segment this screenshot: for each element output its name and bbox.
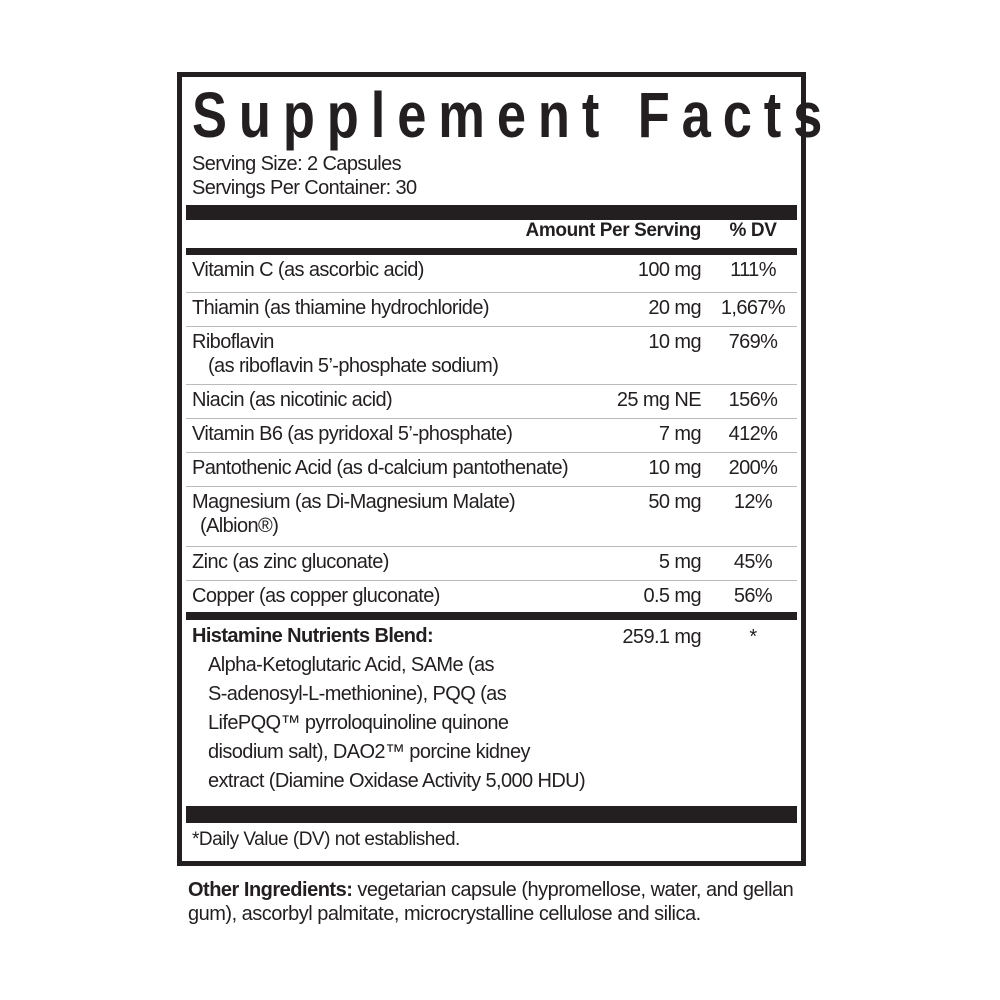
nutrient-dv: 156% — [728, 389, 778, 411]
nutrient-dv: 45% — [733, 551, 773, 573]
footnote: *Daily Value (DV) not established. — [192, 829, 460, 850]
nutrient-amount: 10 mg — [648, 331, 701, 353]
other-ingredients-label: Other Ingredients: — [188, 879, 353, 901]
supplement-facts-panel: Supplement Facts Serving Size: 2 Capsule… — [177, 72, 822, 866]
blend-ingredients: Alpha-Ketoglutaric Acid, SAMe (as S-aden… — [208, 651, 586, 796]
nutrient-name: Vitamin C (as ascorbic acid) — [192, 259, 424, 281]
nutrient-dv: 769% — [728, 331, 778, 353]
blend-name: Histamine Nutrients Blend: — [192, 625, 434, 647]
nutrient-name: Vitamin B6 (as pyridoxal 5’-phosphate) — [192, 423, 513, 445]
nutrient-row: Zinc (as zinc gluconate) 5 mg 45% — [186, 547, 797, 581]
nutrient-amount: 7 mg — [658, 423, 702, 445]
nutrient-amount: 5 mg — [658, 551, 702, 573]
nutrient-row: Riboflavin (as riboflavin 5’-phosphate so… — [186, 327, 797, 385]
nutrient-row: Vitamin C (as ascorbic acid) 100 mg 111% — [186, 255, 797, 293]
nutrient-row: Pantothenic Acid (as d-calcium pantothen… — [186, 453, 797, 487]
nutrient-name: Riboflavin — [192, 331, 274, 353]
blend-dv: * — [749, 626, 757, 648]
nutrient-amount: 50 mg — [648, 491, 701, 513]
nutrient-dv: 12% — [733, 491, 773, 513]
nutrient-dv: 111% — [730, 259, 776, 281]
blend-line: Alpha-Ketoglutaric Acid, SAMe (as — [208, 654, 495, 676]
nutrient-name: Pantothenic Acid (as d-calcium pantothen… — [192, 457, 569, 479]
other-ingredients-text: vegetarian capsule (hypromellose, water,… — [188, 879, 794, 925]
nutrient-source: (Albion®) — [200, 515, 279, 537]
servings-per-container: Servings Per Container: 30 — [192, 177, 417, 199]
nutrient-amount: 0.5 mg — [643, 585, 701, 607]
nutrient-row: Magnesium (as Di-Magnesium Malate) (Albio… — [186, 487, 797, 547]
thick-divider — [186, 806, 797, 823]
nutrient-dv: 200% — [728, 457, 778, 479]
nutrient-row: Vitamin B6 (as pyridoxal 5’-phosphate) 7… — [186, 419, 797, 453]
nutrient-row: Niacin (as nicotinic acid) 25 mg NE 156% — [186, 385, 797, 419]
nutrient-amount: 25 mg NE — [616, 389, 702, 411]
thick-divider — [186, 205, 797, 220]
nutrient-name: Zinc (as zinc gluconate) — [192, 551, 389, 573]
serving-size: Serving Size: 2 Capsules — [192, 153, 402, 175]
blend-line: LifePQQ™ pyrroloquinoline quinone — [208, 712, 509, 734]
column-header: Amount Per Serving % DV — [186, 217, 797, 245]
blend-line: extract (Diamine Oxidase Activity 5,000 … — [208, 770, 586, 792]
dv-header: % DV — [729, 220, 777, 241]
divider — [186, 612, 797, 620]
blend-line: S-adenosyl-L-methionine), PQQ (as — [208, 683, 507, 705]
nutrient-amount: 100 mg — [637, 259, 702, 281]
nutrient-dv: 1,667% — [720, 297, 786, 319]
nutrient-name: Copper (as copper gluconate) — [192, 585, 440, 607]
amount-header: Amount Per Serving — [525, 220, 702, 241]
nutrient-name: Magnesium (as Di-Magnesium Malate) — [192, 491, 516, 513]
nutrient-row: Copper (as copper gluconate) 0.5 mg 56% — [186, 581, 797, 612]
other-ingredients: Other Ingredients: vegetarian capsule (h… — [188, 878, 808, 926]
blend-line: disodium salt), DAO2™ porcine kidney — [208, 741, 530, 763]
panel-title: Supplement Facts — [192, 79, 835, 151]
nutrient-source: (as riboflavin 5’-phosphate sodium) — [208, 355, 499, 377]
nutrient-name: Thiamin (as thiamine hydrochloride) — [192, 297, 490, 319]
nutrient-dv: 56% — [733, 585, 773, 607]
blend-amount: 259.1 mg — [622, 626, 701, 648]
nutrient-row: Thiamin (as thiamine hydrochloride) 20 m… — [186, 293, 797, 327]
nutrient-amount: 10 mg — [648, 457, 701, 479]
divider — [186, 248, 797, 255]
nutrient-amount: 20 mg — [648, 297, 701, 319]
nutrient-name: Niacin (as nicotinic acid) — [192, 389, 393, 411]
nutrient-dv: 412% — [728, 423, 778, 445]
